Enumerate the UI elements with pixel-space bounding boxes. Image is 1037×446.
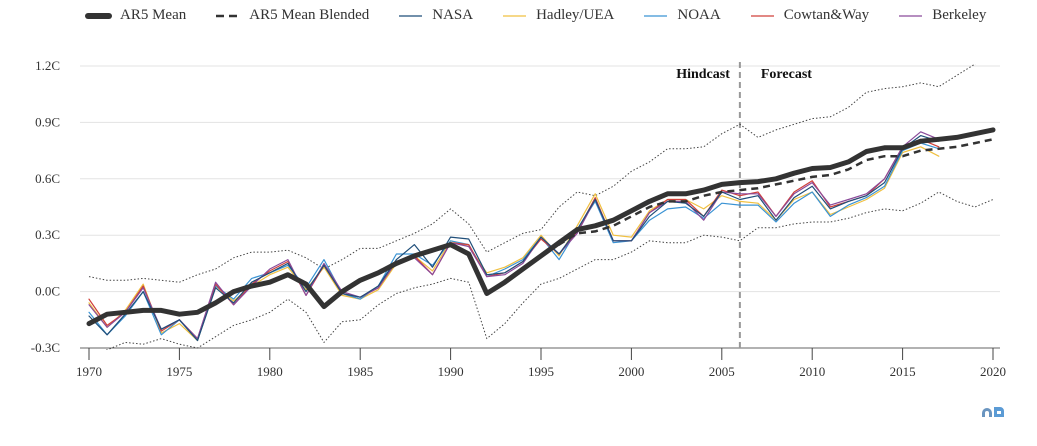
x-tick-label: 2015 bbox=[890, 364, 916, 379]
y-tick-label: 0.6C bbox=[35, 171, 60, 186]
legend-item: Berkeley bbox=[897, 7, 986, 24]
x-tick-label: 1980 bbox=[257, 364, 283, 379]
y-axis: -0.3C 0.0C 0.3C 0.6C 0.9C 1.2C bbox=[31, 58, 60, 355]
grid-lines bbox=[80, 65, 1000, 293]
legend-label: Hadley/UEA bbox=[536, 7, 615, 23]
x-tick-label: 2010 bbox=[799, 364, 825, 379]
series-ar5-mean-line bbox=[86, 127, 996, 327]
y-tick-label: 1.2C bbox=[35, 58, 60, 73]
legend-swatch-icon bbox=[899, 14, 923, 17]
legend-swatch-icon bbox=[503, 14, 527, 17]
legend-swatch-icon bbox=[399, 14, 423, 17]
x-tick-label: 1975 bbox=[166, 364, 192, 379]
legend-label: Cowtan&Way bbox=[783, 7, 870, 23]
legend-swatch-icon bbox=[644, 14, 668, 17]
y-tick-label: 0.9C bbox=[35, 114, 60, 129]
series-noaa-line bbox=[88, 142, 940, 342]
series-dotted-envelope-upper-line bbox=[88, 64, 976, 283]
legend-item: AR5 Mean Blended bbox=[214, 7, 369, 24]
legend-label: NASA bbox=[432, 7, 474, 23]
x-tick-label: 1990 bbox=[438, 364, 464, 379]
legend-swatch-icon bbox=[750, 14, 774, 17]
x-tick-label: 2020 bbox=[980, 364, 1006, 379]
legend-swatch-icon bbox=[85, 12, 112, 19]
legend-item: Hadley/UEA bbox=[501, 7, 614, 24]
legend-item: AR5 Mean bbox=[85, 7, 186, 24]
legend-swatch-icon bbox=[216, 14, 240, 17]
series-hadley-uea-line bbox=[88, 146, 940, 342]
legend-item: NASA bbox=[397, 7, 473, 24]
legend-label: AR5 Mean Blended bbox=[249, 7, 370, 23]
x-tick-label: 1970 bbox=[76, 364, 102, 379]
legend-item: Cowtan&Way bbox=[749, 7, 869, 24]
series-lines bbox=[86, 64, 996, 350]
forecast-label: Forecast bbox=[761, 67, 812, 82]
hindcast-label: Hindcast bbox=[676, 67, 730, 82]
y-tick-label: 0.0C bbox=[35, 284, 60, 299]
x-tick-label: 2005 bbox=[709, 364, 735, 379]
legend-item: NOAA bbox=[642, 7, 721, 24]
y-tick-label: 0.3C bbox=[35, 227, 60, 242]
series-nasa-line bbox=[88, 135, 940, 342]
carbon-brief-logo bbox=[982, 407, 1004, 417]
x-tick-label: 2000 bbox=[618, 364, 644, 379]
legend-label: NOAA bbox=[677, 7, 721, 23]
hindcast-forecast-divider: Hindcast Forecast bbox=[676, 62, 812, 350]
x-tick-label: 1995 bbox=[528, 364, 554, 379]
y-tick-label: -0.3C bbox=[31, 340, 60, 355]
x-axis: 1970 1975 1980 1985 1990 1995 2000 2005 2010 2015… bbox=[76, 347, 1006, 379]
legend-label: AR5 Mean bbox=[120, 7, 187, 23]
series-dotted-envelope-lower-line bbox=[104, 191, 994, 350]
legend-label: Berkeley bbox=[932, 7, 987, 23]
x-tick-label: 1985 bbox=[347, 364, 373, 379]
chart-legend: AR5 Mean AR5 Mean Blended NASA Hadley/UEA NO… bbox=[85, 7, 1014, 24]
